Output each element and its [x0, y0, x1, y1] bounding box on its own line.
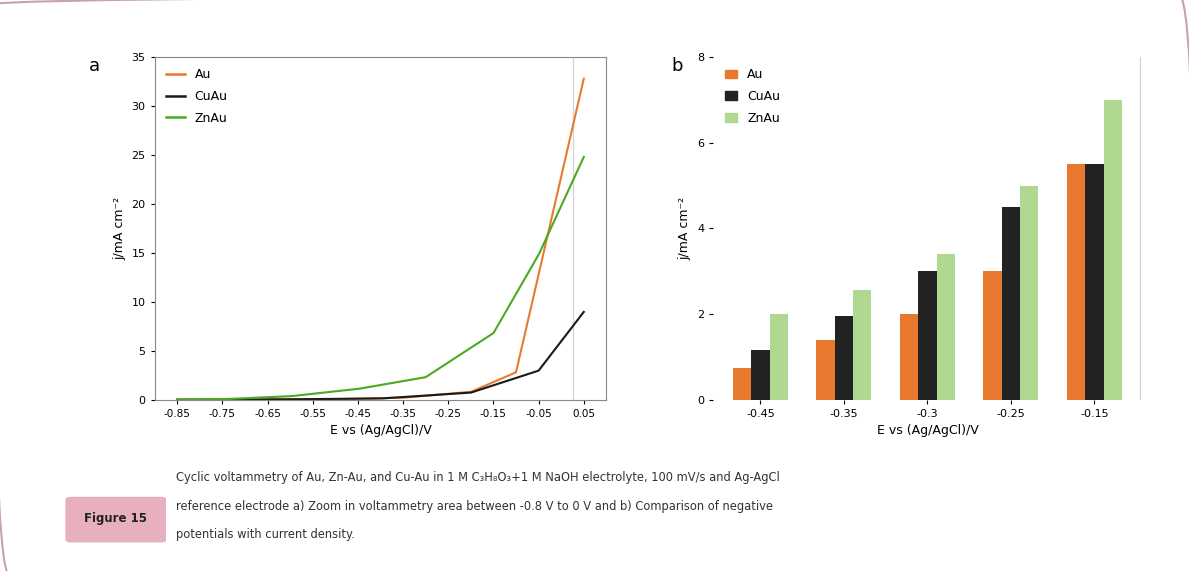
Bar [918, 271, 937, 400]
Bar [835, 316, 853, 400]
Text: Figure 15: Figure 15 [84, 512, 147, 525]
Bar [817, 340, 835, 400]
Bar [1020, 186, 1038, 400]
Bar [1086, 164, 1103, 400]
Bar [751, 351, 769, 400]
X-axis label: E vs (Ag/AgCl)/V: E vs (Ag/AgCl)/V [876, 424, 979, 437]
Legend: Au, CuAu, ZnAu: Au, CuAu, ZnAu [161, 63, 233, 130]
Legend: Au, CuAu, ZnAu: Au, CuAu, ZnAu [719, 63, 785, 130]
X-axis label: E vs (Ag/AgCl)/V: E vs (Ag/AgCl)/V [329, 424, 432, 437]
Text: potentials with current density.: potentials with current density. [176, 528, 354, 541]
Bar [983, 271, 1002, 400]
Y-axis label: j/mA cm⁻²: j/mA cm⁻² [679, 197, 692, 260]
Text: a: a [89, 57, 100, 75]
Bar [853, 291, 872, 400]
Bar [732, 368, 751, 400]
Text: Cyclic voltammetry of Au, Zn-Au, and Cu-Au in 1 M C₃H₈O₃+1 M NaOH electrolyte, 1: Cyclic voltammetry of Au, Zn-Au, and Cu-… [176, 471, 780, 484]
Bar [1002, 207, 1020, 400]
Text: b: b [672, 57, 684, 75]
Text: reference electrode a) Zoom in voltammetry area between -0.8 V to 0 V and b) Com: reference electrode a) Zoom in voltammet… [176, 500, 773, 513]
Bar [937, 254, 955, 400]
Bar [1103, 100, 1122, 400]
FancyBboxPatch shape [65, 497, 166, 542]
Bar [900, 314, 918, 400]
Bar [1067, 164, 1086, 400]
Y-axis label: j/mA cm⁻²: j/mA cm⁻² [113, 197, 126, 260]
Bar [769, 314, 788, 400]
